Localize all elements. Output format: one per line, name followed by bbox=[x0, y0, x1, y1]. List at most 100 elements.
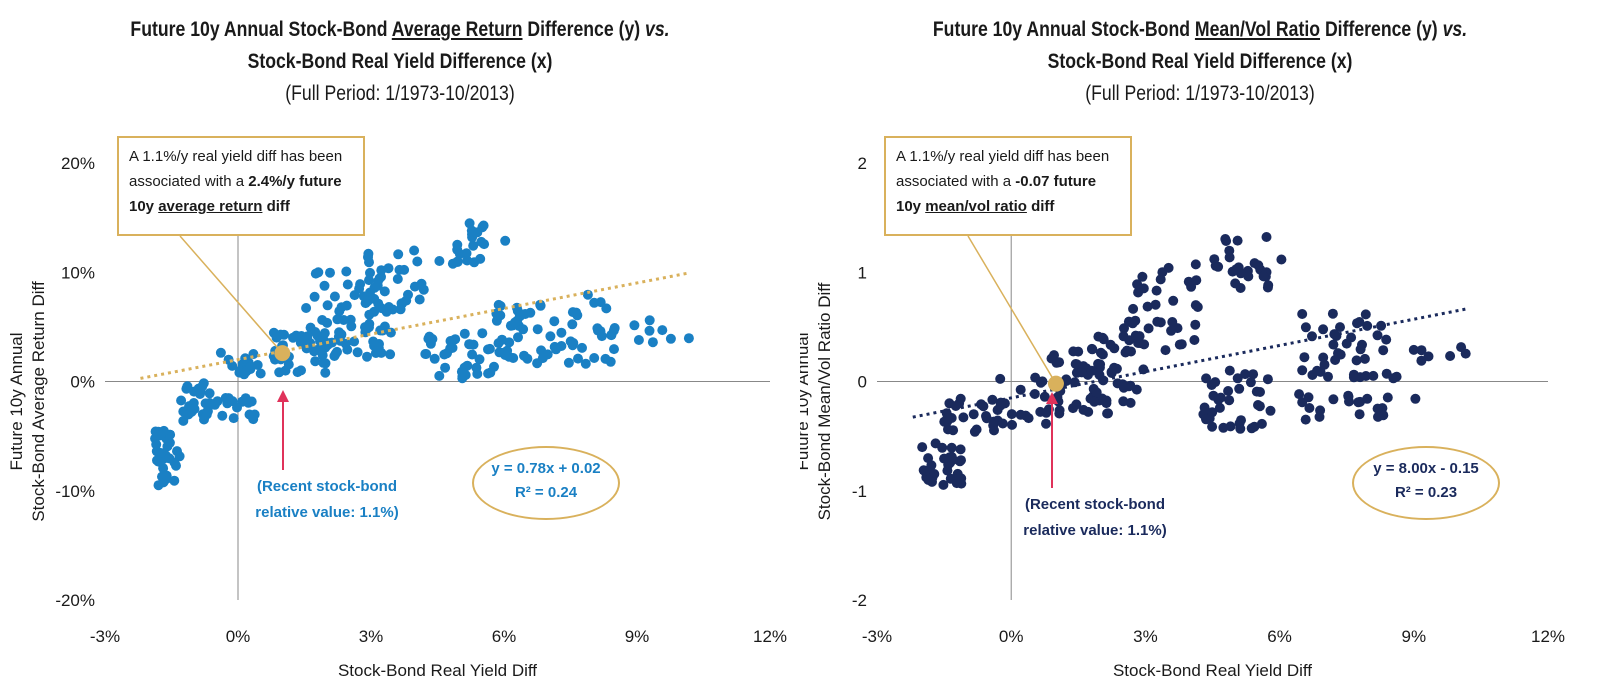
scatter-point bbox=[1231, 264, 1242, 275]
right-y-tick-label: 0 bbox=[858, 373, 867, 392]
scatter-point bbox=[589, 353, 600, 363]
right-y-axis-label-2: Stock-Bond Mean/Vol Ratio Diff bbox=[815, 282, 834, 520]
right-x-tick-label: 9% bbox=[1402, 627, 1427, 646]
scatter-point bbox=[301, 343, 312, 354]
scatter-point bbox=[1410, 393, 1421, 404]
scatter-point bbox=[1168, 295, 1179, 306]
scatter-point bbox=[1046, 353, 1057, 364]
scatter-point bbox=[1351, 355, 1362, 366]
right-x-tick-label: 6% bbox=[1267, 627, 1292, 646]
left-recent-line-2: relative value: 1.1%) bbox=[255, 504, 399, 521]
scatter-point bbox=[1263, 280, 1274, 291]
scatter-point bbox=[665, 333, 676, 344]
scatter-point bbox=[313, 267, 324, 278]
scatter-point bbox=[319, 328, 330, 339]
scatter-point bbox=[245, 362, 256, 373]
scatter-point bbox=[1300, 322, 1311, 333]
right-callout-line-1: A 1.1%/y real yield diff has been bbox=[896, 148, 1110, 165]
scatter-point bbox=[319, 280, 330, 291]
scatter-point bbox=[1071, 399, 1082, 410]
scatter-point bbox=[489, 361, 499, 372]
right-x-axis-label: Stock-Bond Real Yield Diff bbox=[1113, 661, 1312, 680]
right-callout-line-3a: 10y bbox=[896, 198, 926, 215]
scatter-point bbox=[232, 402, 242, 413]
scatter-point bbox=[479, 239, 490, 250]
scatter-point bbox=[445, 343, 456, 354]
left-title-part-1: Future 10y Annual Stock-Bond bbox=[130, 18, 392, 41]
scatter-point bbox=[1128, 303, 1139, 314]
right-callout-value: -0.07 future bbox=[1015, 173, 1097, 190]
right-x-tick-label: -3% bbox=[862, 627, 892, 646]
scatter-point bbox=[644, 315, 655, 326]
right-title-period: (Full Period: 1/1973-10/2013) bbox=[1085, 82, 1315, 105]
right-arrow-icon bbox=[1046, 392, 1058, 404]
scatter-point bbox=[997, 418, 1008, 429]
scatter-point bbox=[169, 475, 180, 486]
scatter-point bbox=[938, 479, 949, 490]
scatter-point bbox=[1357, 339, 1367, 350]
scatter-point bbox=[202, 406, 213, 417]
scatter-point bbox=[325, 267, 335, 278]
scatter-point bbox=[1368, 370, 1379, 381]
scatter-point bbox=[1192, 302, 1203, 312]
scatter-point bbox=[1381, 334, 1392, 345]
left-recent-value-label: (Recent stock-bond relative value: 1.1%) bbox=[232, 474, 422, 526]
left-title-line-2: Stock-Bond Real Yield Difference (x) bbox=[247, 50, 553, 73]
scatter-point bbox=[1070, 359, 1081, 369]
scatter-point bbox=[204, 398, 215, 408]
scatter-point bbox=[288, 332, 298, 343]
left-arrow-icon bbox=[277, 390, 289, 402]
scatter-point bbox=[942, 465, 953, 476]
scatter-point bbox=[349, 336, 360, 347]
right-chart-title: Future 10y Annual Stock-Bond Mean/Vol Ra… bbox=[800, 14, 1600, 110]
left-x-tick-label: 0% bbox=[226, 627, 251, 646]
right-title-part-1: Future 10y Annual Stock-Bond bbox=[932, 18, 1195, 41]
scatter-point bbox=[1093, 331, 1104, 342]
scatter-point bbox=[1388, 373, 1399, 384]
scatter-point bbox=[1262, 374, 1273, 385]
scatter-point bbox=[917, 442, 928, 453]
scatter-point bbox=[1261, 232, 1272, 242]
scatter-point bbox=[1201, 414, 1211, 425]
scatter-point bbox=[421, 349, 432, 359]
scatter-point bbox=[181, 383, 192, 394]
scatter-point bbox=[1341, 338, 1352, 349]
scatter-point bbox=[217, 410, 228, 421]
scatter-point bbox=[1243, 271, 1254, 282]
scatter-point bbox=[563, 357, 574, 368]
scatter-point bbox=[1207, 407, 1218, 418]
scatter-point bbox=[1378, 345, 1389, 356]
left-callout-line-2a: associated with a bbox=[129, 173, 249, 190]
scatter-point bbox=[1160, 345, 1171, 356]
scatter-point bbox=[1199, 402, 1210, 413]
scatter-point bbox=[1335, 322, 1345, 333]
scatter-point bbox=[1460, 348, 1471, 359]
scatter-point bbox=[198, 378, 209, 389]
scatter-point bbox=[1300, 414, 1311, 425]
scatter-point bbox=[379, 286, 390, 297]
right-x-tick-label: 0% bbox=[999, 627, 1024, 646]
right-y-tick-label: 2 bbox=[858, 154, 867, 173]
scatter-point bbox=[549, 341, 560, 352]
scatter-point bbox=[153, 456, 164, 467]
scatter-point bbox=[946, 451, 957, 462]
scatter-point bbox=[1307, 370, 1318, 380]
scatter-point bbox=[393, 249, 404, 260]
right-x-tick-label: 3% bbox=[1133, 627, 1158, 646]
scatter-point bbox=[1297, 309, 1308, 319]
scatter-point bbox=[683, 333, 694, 344]
scatter-point bbox=[1086, 343, 1097, 354]
scatter-point bbox=[500, 235, 511, 246]
scatter-point bbox=[345, 314, 356, 325]
scatter-point bbox=[1330, 355, 1341, 365]
scatter-point bbox=[1254, 401, 1265, 412]
scatter-point bbox=[199, 414, 209, 425]
scatter-point bbox=[1362, 393, 1373, 404]
scatter-point bbox=[510, 317, 520, 328]
scatter-point bbox=[950, 401, 961, 411]
right-callout-pointer bbox=[967, 235, 1057, 385]
scatter-point bbox=[644, 325, 655, 336]
scatter-point bbox=[995, 373, 1006, 384]
scatter-point bbox=[1360, 309, 1371, 320]
scatter-point bbox=[1353, 397, 1364, 408]
